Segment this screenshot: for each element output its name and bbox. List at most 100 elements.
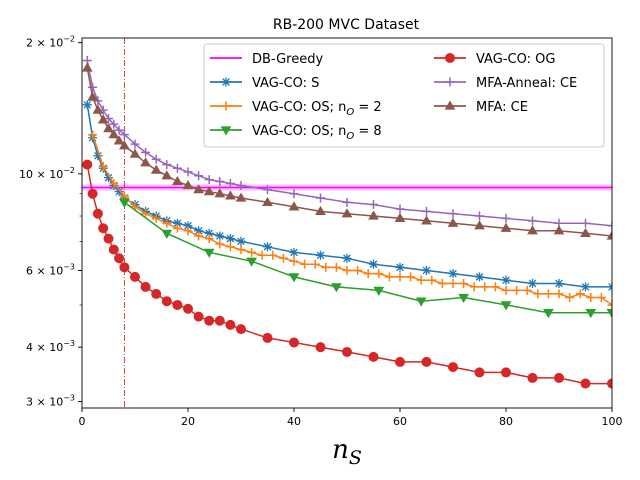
legend-entry-6: MFA: CE (434, 100, 528, 115)
data-point (215, 177, 225, 187)
data-point (384, 272, 394, 282)
data-point (82, 159, 93, 170)
y-tick-label: 6 × 10−3 (26, 262, 75, 277)
data-point (183, 167, 193, 177)
axes-frame (81, 37, 613, 409)
data-point (151, 288, 162, 299)
data-point (114, 253, 125, 264)
data-point (575, 289, 585, 299)
legend-label: DB-Greedy (252, 52, 323, 67)
data-point (183, 221, 193, 231)
legend-label: VAG-CO: OG (476, 52, 555, 67)
data-point (565, 293, 575, 303)
plot-inner (82, 38, 612, 408)
legend-marker (445, 77, 455, 87)
data-point (554, 279, 564, 289)
data-point (289, 256, 299, 266)
data-point (331, 262, 341, 272)
data-point (580, 378, 591, 389)
data-point (119, 130, 129, 140)
data-point (151, 213, 161, 223)
data-point (421, 215, 432, 225)
data-point (368, 210, 379, 220)
data-point (215, 231, 225, 241)
data-point (87, 188, 98, 199)
data-point (113, 135, 125, 145)
data-point (315, 342, 326, 353)
data-point (161, 229, 173, 239)
data-point (501, 285, 511, 295)
legend-marker (445, 53, 455, 63)
legend-label: VAG-CO: S (252, 76, 319, 91)
data-point (278, 253, 288, 263)
data-point (119, 140, 130, 150)
data-point (215, 239, 225, 249)
data-point (225, 234, 235, 244)
data-point (98, 223, 109, 234)
data-point (236, 324, 246, 335)
data-point (140, 157, 151, 167)
data-point (262, 196, 273, 206)
data-point (172, 218, 182, 228)
data-point (183, 303, 193, 314)
data-point (161, 296, 172, 307)
data-point (416, 275, 426, 285)
data-point (193, 311, 204, 322)
data-point (422, 265, 431, 275)
data-point (543, 289, 553, 299)
data-point (607, 300, 612, 310)
legend-entry-5: MFA-Anneal: CE (434, 76, 577, 91)
plot-area (82, 38, 612, 408)
data-point (87, 91, 98, 101)
data-point (162, 160, 172, 170)
data-point (246, 257, 257, 267)
data-point (607, 221, 612, 231)
data-point (119, 198, 130, 208)
data-point (512, 285, 522, 295)
data-point (585, 309, 597, 319)
data-point (422, 206, 431, 216)
data-point (225, 319, 236, 330)
x-tick-label: 100 (602, 415, 623, 428)
data-point (501, 213, 511, 223)
data-point (161, 170, 173, 180)
x-tick-label: 0 (79, 415, 86, 428)
data-point (194, 231, 204, 241)
data-point (490, 282, 500, 292)
data-point (108, 129, 120, 139)
data-point (288, 201, 300, 211)
data-point (581, 218, 590, 228)
data-point (92, 104, 104, 114)
data-point (235, 192, 247, 202)
data-point (263, 242, 272, 252)
data-point (480, 282, 490, 292)
data-point (172, 163, 182, 173)
y-tick-label: 2 × 10−2 (26, 35, 75, 50)
data-point (316, 250, 325, 260)
data-point (93, 151, 103, 161)
data-point (247, 247, 257, 257)
data-point (288, 273, 300, 283)
data-point (580, 227, 591, 237)
data-point (172, 223, 182, 233)
data-point (353, 265, 363, 275)
data-point (204, 228, 214, 238)
legend-marker (220, 126, 232, 136)
x-axis-label: nS (332, 435, 362, 469)
data-point (342, 346, 352, 357)
data-point (475, 272, 484, 282)
data-point (182, 180, 194, 190)
data-point (172, 299, 183, 310)
data-point (289, 337, 299, 348)
data-point (459, 279, 469, 289)
data-point (363, 269, 373, 279)
y-tick-label: 10 × 10−2 (19, 166, 75, 181)
data-point (214, 315, 225, 326)
data-point (194, 171, 204, 181)
data-point (204, 175, 214, 185)
data-point (475, 211, 484, 221)
data-point (395, 272, 405, 282)
data-point (406, 272, 416, 282)
data-point (528, 216, 537, 226)
